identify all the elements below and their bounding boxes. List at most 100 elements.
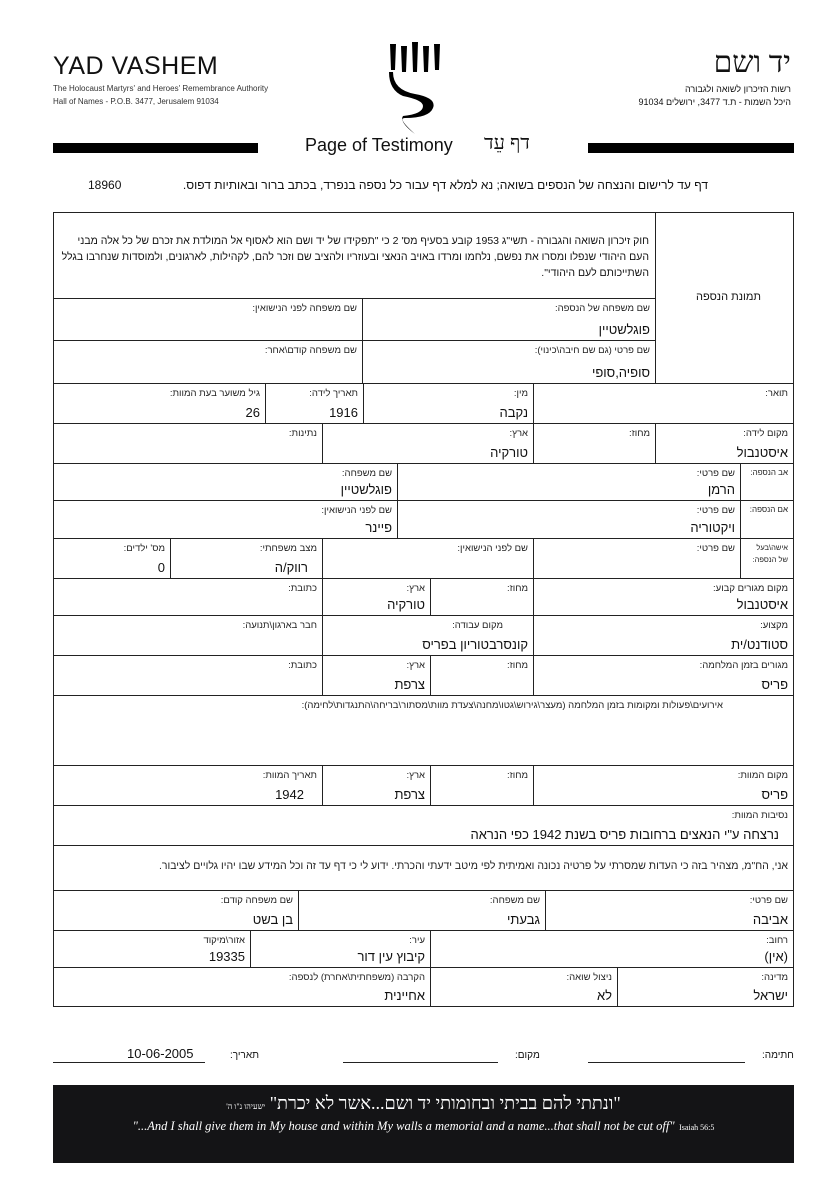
marital-status-field[interactable]: מצב משפחתי: רווק/ה (170, 538, 323, 579)
father-last-field[interactable]: שם משפחה: פוגלשטיין (53, 463, 398, 501)
death-district-label: מחוז: (507, 770, 528, 781)
submitter-city-value: קיבוץ עין דור (357, 949, 425, 964)
org-name-he: יד ושם (713, 46, 791, 79)
death-place-field[interactable]: מקום המוות: פריס (533, 765, 794, 806)
birth-country-label: ארץ: (509, 428, 528, 439)
residence-place-field[interactable]: מקום מגורים קבוע: איסטנבול (533, 578, 794, 616)
profession-field[interactable]: מקצוע: סטודנט/ית (533, 615, 794, 656)
submitter-prev-surname-field[interactable]: שם משפחה קודם: בן בשט (53, 890, 299, 931)
submitter-zip-field[interactable]: אזור\מיקוד 19335 (53, 930, 251, 968)
signature-line[interactable] (588, 1062, 745, 1063)
birth-place-value: איסטנבול (736, 445, 788, 460)
submitter-first-name-value: אביבה (752, 912, 788, 927)
submitter-first-name-field[interactable]: שם פרטי: אביבה (545, 890, 794, 931)
war-residence-place-label: מגורים בזמן המלחמה: (699, 660, 788, 671)
age-field[interactable]: גיל משוער בעת המוות: 26 (53, 383, 266, 424)
gender-field[interactable]: מין: נקבה (363, 383, 534, 424)
submitter-surname-value: גבעתי (507, 912, 540, 927)
events-label: אירועים\פעולות ומקומות בזמן המלחמה (מעצר… (301, 700, 723, 711)
org-name-en: YAD VASHEM (53, 52, 219, 80)
age-label: גיל משוער בעת המוות: (169, 388, 260, 399)
law-text-cell: חוק זיכרון השואה והגבורה - תשי"ג 1953 קו… (53, 212, 656, 299)
war-residence-place-field[interactable]: מגורים בזמן המלחמה: פריס (533, 655, 794, 696)
victim-first-name-label: שם פרטי (גם שם חיבה\כינוי): (534, 345, 650, 356)
death-cause-field[interactable]: נסיבות המוות: נרצחה ע"י הנאצים ברחובות פר… (53, 805, 794, 846)
org-subtitle-he: רשות הזיכרון לשואה ולגבורה (684, 84, 791, 94)
marital-status-label: מצב משפחתי: (259, 543, 317, 554)
relationship-value: אחיינית (384, 988, 425, 1003)
death-date-label: תאריך המוות: (262, 770, 317, 781)
victim-prev-surname-field[interactable]: שם משפחה קודם\אחר: (53, 340, 363, 384)
gender-value: נקבה (499, 405, 528, 420)
signature-label: חתימה: (762, 1050, 794, 1061)
submitter-zip-label: אזור\מיקוד (203, 935, 245, 946)
nationality-label: נתינות: (288, 428, 317, 439)
submitter-street-field[interactable]: רחוב: (אין) (430, 930, 794, 968)
war-residence-district-label: מחוז: (507, 660, 528, 671)
org-address-en: Hall of Names - P.O.B. 3477, Jerusalem 9… (53, 97, 219, 106)
instructions-text: דף עד לרישום והנצחה של הנספים בשואה; נא … (182, 178, 708, 192)
mother-first-field[interactable]: שם פרטי: ויקטוריה (397, 500, 741, 539)
birth-date-field[interactable]: תאריך לידה: 1916 (265, 383, 364, 424)
father-first-field[interactable]: שם פרטי: הרמן (397, 463, 741, 501)
survivor-field[interactable]: ניצול שואה: לא (430, 967, 618, 1007)
spouse-first-label: שם פרטי: (696, 543, 735, 554)
victim-maiden-label: שם משפחה לפני הנישואין: (252, 303, 357, 314)
father-side-cell: אב הנספה: (740, 463, 794, 501)
death-date-field[interactable]: תאריך המוות: 1942 (53, 765, 323, 806)
spouse-first-field[interactable]: שם פרטי: (533, 538, 741, 579)
residence-place-value: איסטנבול (736, 597, 788, 612)
children-value: 0 (157, 560, 165, 575)
photo-cell[interactable]: תמונת הנספה (655, 212, 794, 384)
victim-first-name-field[interactable]: שם פרטי (גם שם חיבה\כינוי): סופיה,סופי (362, 340, 656, 384)
victim-prev-surname-label: שם משפחה קודם\אחר: (264, 345, 357, 356)
father-first-value: הרמן (707, 482, 735, 497)
birth-place-field[interactable]: מקום לידה: איסטנבול (655, 423, 794, 464)
birth-district-field[interactable]: מחוז: (533, 423, 656, 464)
relationship-field[interactable]: הקרבה (משפחתית\אחרת) לנספה: אחיינית (53, 967, 431, 1007)
place-line[interactable] (343, 1062, 498, 1063)
quote-banner: "ונתתי להם בביתי ובחומותי יד ושם...אשר ל… (53, 1085, 794, 1163)
war-residence-place-value: פריס (761, 677, 788, 692)
quote-he: "ונתתי להם בביתי ובחומותי יד ושם...אשר ל… (269, 1093, 621, 1113)
residence-address-field[interactable]: כתובת: (53, 578, 323, 616)
victim-surname-field[interactable]: שם משפחה של הנספה: פוגלשטיין (362, 298, 656, 341)
org-address-he: היכל השמות - ת.ד 3477, ירושלים 91034 (638, 97, 791, 107)
war-residence-district-field[interactable]: מחוז: (430, 655, 534, 696)
organization-field[interactable]: חבר בארגון\תנועה: (53, 615, 323, 656)
org-subtitle-en: The Holocaust Martyrs' and Heroes' Remem… (53, 84, 269, 93)
quote-he-line: "ונתתי להם בביתי ובחומותי יד ושם...אשר ל… (53, 1093, 794, 1114)
submitter-surname-field[interactable]: שם משפחה: גבעתי (298, 890, 546, 931)
birth-district-label: מחוז: (629, 428, 650, 439)
victim-maiden-field[interactable]: שם משפחה לפני הנישואין: (53, 298, 363, 341)
events-field[interactable]: אירועים\פעולות ומקומות בזמן המלחמה (מעצר… (53, 695, 794, 766)
survivor-value: לא (596, 988, 612, 1003)
submitter-country-field[interactable]: מדינה: ישראל (617, 967, 794, 1007)
submitter-city-label: עיר: (409, 935, 425, 946)
workplace-field[interactable]: מקום עבודה: קונסרבטוריון בפריס (322, 615, 534, 656)
war-residence-country-label: ארץ: (406, 660, 425, 671)
residence-country-value: טורקיה (387, 597, 425, 612)
death-country-field[interactable]: ארץ: צרפת (322, 765, 431, 806)
date-line[interactable] (53, 1062, 205, 1063)
death-district-field[interactable]: מחוז: (430, 765, 534, 806)
residence-place-label: מקום מגורים קבוע: (713, 583, 788, 594)
spouse-maiden-field[interactable]: שם לפני הנישואין: (322, 538, 534, 579)
relationship-label: הקרבה (משפחתית\אחרת) לנספה: (288, 972, 425, 983)
mother-first-label: שם פרטי: (696, 505, 735, 516)
father-last-value: פוגלשטיין (340, 482, 392, 497)
residence-country-field[interactable]: ארץ: טורקיה (322, 578, 431, 616)
submitter-prev-surname-value: בן בשט (252, 912, 293, 927)
birth-country-value: טורקיה (490, 445, 528, 460)
residence-district-field[interactable]: מחוז: (430, 578, 534, 616)
children-field[interactable]: מס' ילדים: 0 (53, 538, 171, 579)
submitter-city-field[interactable]: עיר: קיבוץ עין דור (250, 930, 431, 968)
title-field[interactable]: תואר: (533, 383, 794, 424)
gender-label: מין: (513, 388, 528, 399)
nationality-field[interactable]: נתינות: (53, 423, 323, 464)
war-residence-country-field[interactable]: ארץ: צרפת (322, 655, 431, 696)
birth-country-field[interactable]: ארץ: טורקיה (322, 423, 534, 464)
mother-last-field[interactable]: שם לפני הנישואין: פיינר (53, 500, 398, 539)
mother-side-cell: אם הנספה: (740, 500, 794, 539)
war-residence-address-field[interactable]: כתובת: (53, 655, 323, 696)
